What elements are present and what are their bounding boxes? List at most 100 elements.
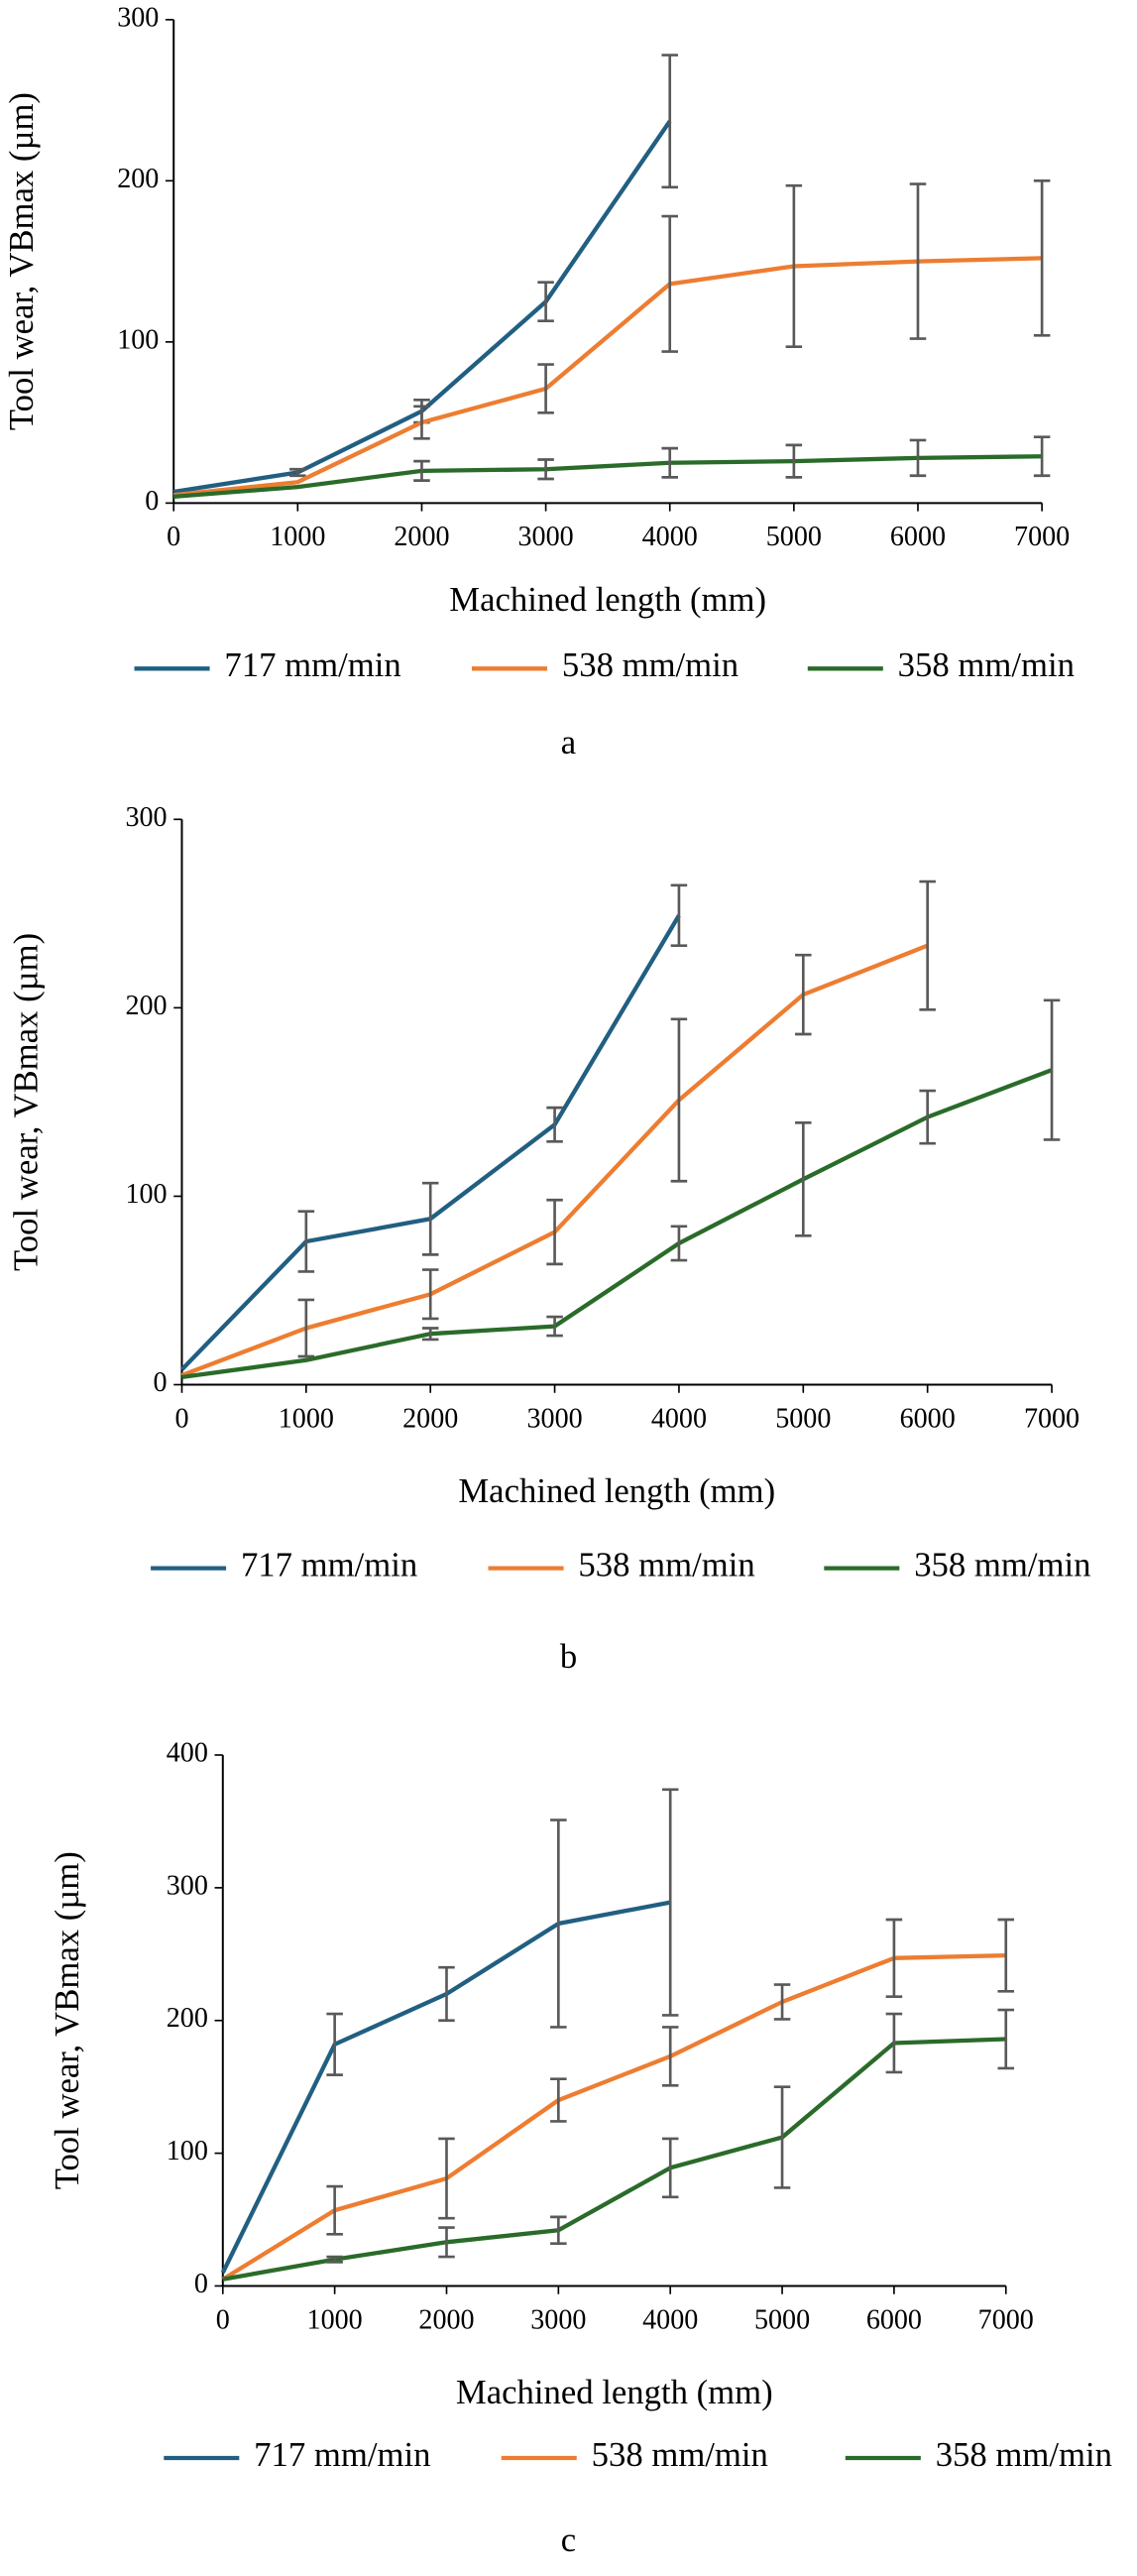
error-bar <box>413 405 430 440</box>
x-tick-label: 6000 <box>866 2304 922 2335</box>
error-bar <box>773 1983 791 2021</box>
x-tick-label: 1000 <box>270 522 325 552</box>
error-bar <box>670 883 688 947</box>
error-bar <box>919 1089 936 1145</box>
y-tick-label: 100 <box>117 324 159 355</box>
x-tick-label: 6000 <box>900 1403 956 1434</box>
error-bar <box>670 1225 688 1262</box>
x-tick-label: 2000 <box>394 522 449 552</box>
error-bar <box>326 2184 343 2236</box>
error-bar <box>997 1918 1015 1993</box>
error-bar <box>537 363 554 414</box>
series-line <box>181 1068 1053 1380</box>
x-tick-label: 0 <box>167 522 180 552</box>
series-line <box>172 256 1043 498</box>
y-tick-label: 300 <box>167 1870 208 1901</box>
error-bar <box>1033 179 1051 337</box>
y-tick-label: 200 <box>125 991 167 1021</box>
x-tick-label: 6000 <box>890 522 946 552</box>
legend-label: 538 mm/min <box>578 1546 754 1584</box>
error-bar <box>297 1298 315 1358</box>
error-bar <box>661 2026 679 2087</box>
error-bar <box>537 281 554 323</box>
legend-label: 358 mm/min <box>914 1546 1090 1584</box>
x-tick-label: 4000 <box>642 522 698 552</box>
error-bar <box>909 182 927 340</box>
y-tick-label: 0 <box>154 1367 168 1398</box>
error-bar <box>919 879 936 1011</box>
error-bar <box>661 1788 679 2017</box>
error-bar <box>421 1181 439 1256</box>
legend-label: 538 mm/min <box>562 645 739 684</box>
error-bar <box>438 2226 455 2259</box>
x-tick-label: 1000 <box>279 1403 334 1434</box>
y-tick-label: 100 <box>125 1179 167 1210</box>
error-bar <box>421 1268 439 1321</box>
x-tick-label: 7000 <box>978 2304 1034 2335</box>
legend-label: 717 mm/min <box>254 2435 430 2474</box>
x-tick-label: 5000 <box>775 1403 831 1434</box>
x-tick-label: 7000 <box>1024 1403 1080 1434</box>
caption: a <box>561 723 576 761</box>
y-tick-label: 200 <box>167 2003 208 2034</box>
x-tick-label: 7000 <box>1014 522 1070 552</box>
y-tick-label: 300 <box>117 2 159 33</box>
error-bar <box>1043 998 1061 1141</box>
x-axis-title: Machined length (mm) <box>456 2373 773 2411</box>
y-tick-label: 200 <box>117 164 159 194</box>
error-bar <box>438 1965 455 2023</box>
error-bar <box>413 459 430 482</box>
error-bar <box>795 1121 812 1237</box>
y-tick-label: 0 <box>194 2269 208 2299</box>
x-tick-label: 2000 <box>418 2304 474 2335</box>
x-axis-title: Machined length (mm) <box>449 580 766 619</box>
error-bar <box>421 1327 439 1342</box>
error-bar <box>785 443 803 479</box>
series-line <box>173 454 1043 500</box>
x-axis-title: Machined length (mm) <box>458 1471 775 1510</box>
error-bar <box>670 1017 688 1183</box>
x-tick-label: 1000 <box>307 2304 363 2335</box>
error-bar <box>773 2085 791 2189</box>
caption: c <box>561 2520 576 2559</box>
y-axis-title: Tool wear, VBmax (µm) <box>2 92 41 430</box>
error-bar <box>661 446 678 479</box>
legend-label: 358 mm/min <box>936 2435 1112 2474</box>
x-tick-label: 3000 <box>530 2304 586 2335</box>
y-tick-label: 400 <box>167 1737 208 1768</box>
error-bar <box>289 467 306 478</box>
x-tick-label: 3000 <box>526 1403 582 1434</box>
legend-label: 358 mm/min <box>898 645 1075 684</box>
y-axis-title: Tool wear, VBmax (µm) <box>7 933 46 1271</box>
error-bar <box>326 2255 343 2264</box>
legend-label: 717 mm/min <box>224 645 400 684</box>
x-tick-label: 2000 <box>402 1403 458 1434</box>
series-line <box>222 2037 1006 2282</box>
y-tick-label: 0 <box>145 486 159 517</box>
error-bar <box>885 2012 903 2074</box>
series-line <box>221 1953 1006 2282</box>
error-bar <box>297 1210 315 1273</box>
series-line <box>180 943 929 1378</box>
error-bar <box>546 1198 563 1266</box>
error-bar <box>885 1918 903 1998</box>
x-tick-label: 0 <box>216 2304 230 2335</box>
error-bar <box>546 1315 563 1338</box>
x-tick-label: 5000 <box>754 2304 810 2335</box>
x-tick-label: 4000 <box>651 1403 707 1434</box>
error-bar <box>550 2215 567 2245</box>
error-bar <box>785 183 803 349</box>
error-bar <box>326 2012 343 2076</box>
error-bar <box>550 1818 567 2029</box>
error-bar <box>909 438 927 478</box>
legend-label: 717 mm/min <box>241 1546 417 1584</box>
error-bar <box>550 2077 567 2123</box>
x-tick-label: 0 <box>174 1403 188 1434</box>
error-bar <box>1033 435 1051 478</box>
error-bar <box>795 953 812 1036</box>
caption: b <box>560 1637 577 1676</box>
x-tick-label: 4000 <box>642 2304 698 2335</box>
error-bar <box>537 458 554 481</box>
error-bar <box>546 1106 563 1143</box>
